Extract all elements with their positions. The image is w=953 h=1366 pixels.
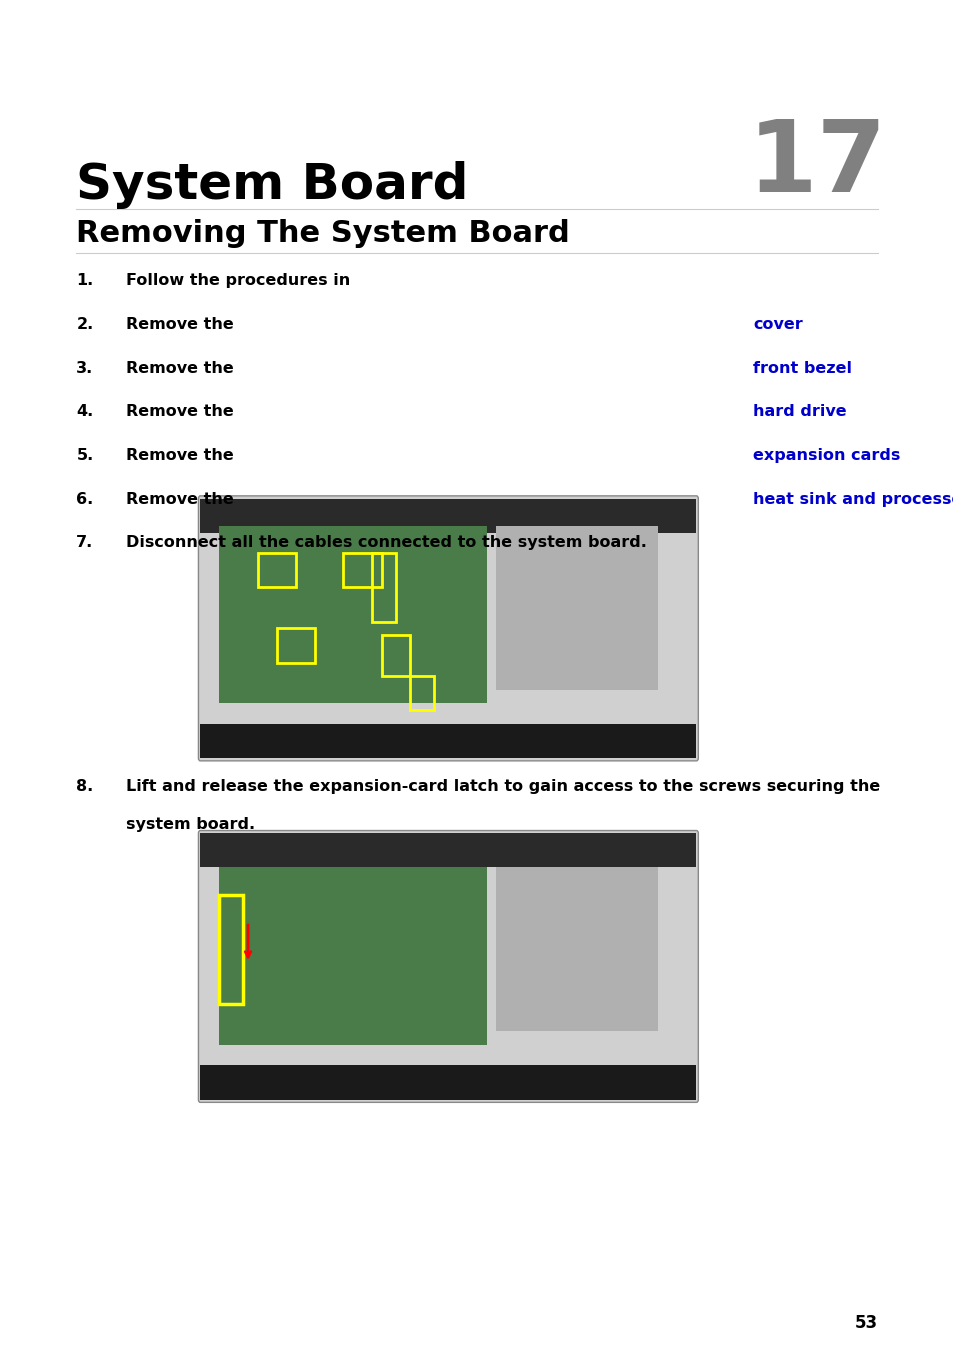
- Text: system board.: system board.: [126, 817, 254, 832]
- Text: 4.: 4.: [76, 404, 93, 419]
- Text: 1.: 1.: [76, 273, 93, 288]
- Text: Remove the: Remove the: [126, 448, 239, 463]
- Text: Remove the: Remove the: [126, 492, 239, 507]
- Text: Lift and release the expansion-card latch to gain access to the screws securing : Lift and release the expansion-card latc…: [126, 779, 880, 794]
- Text: 2.: 2.: [76, 317, 93, 332]
- Text: Disconnect all the cables connected to the system board.: Disconnect all the cables connected to t…: [126, 535, 646, 550]
- Text: 17: 17: [747, 116, 886, 213]
- Text: Remove the: Remove the: [126, 317, 239, 332]
- Bar: [219, 867, 486, 1045]
- Bar: [496, 526, 658, 690]
- Text: 53: 53: [854, 1314, 877, 1332]
- Bar: [496, 867, 658, 1031]
- Bar: [276, 628, 314, 663]
- Bar: [219, 895, 243, 1004]
- Text: 6.: 6.: [76, 492, 93, 507]
- Text: 7.: 7.: [76, 535, 93, 550]
- Bar: [257, 553, 295, 587]
- Bar: [200, 499, 696, 533]
- FancyBboxPatch shape: [198, 496, 698, 761]
- Bar: [343, 553, 381, 587]
- Text: hard drive: hard drive: [753, 404, 846, 419]
- Text: Removing The System Board: Removing The System Board: [76, 219, 570, 247]
- Text: Follow the procedures in: Follow the procedures in: [126, 273, 355, 288]
- Bar: [200, 833, 696, 867]
- Bar: [200, 724, 696, 758]
- Text: expansion cards: expansion cards: [753, 448, 900, 463]
- Text: 8.: 8.: [76, 779, 93, 794]
- Text: 3.: 3.: [76, 361, 93, 376]
- Text: Remove the: Remove the: [126, 361, 239, 376]
- Text: 5.: 5.: [76, 448, 93, 463]
- Text: front bezel: front bezel: [753, 361, 852, 376]
- Bar: [410, 676, 434, 710]
- Text: heat sink and processor: heat sink and processor: [753, 492, 953, 507]
- Text: System Board: System Board: [76, 161, 468, 209]
- Bar: [219, 526, 486, 703]
- Text: Remove the: Remove the: [126, 404, 239, 419]
- Bar: [200, 1065, 696, 1100]
- Bar: [372, 553, 395, 622]
- Bar: [381, 635, 410, 676]
- Text: cover: cover: [753, 317, 802, 332]
- FancyBboxPatch shape: [198, 831, 698, 1102]
